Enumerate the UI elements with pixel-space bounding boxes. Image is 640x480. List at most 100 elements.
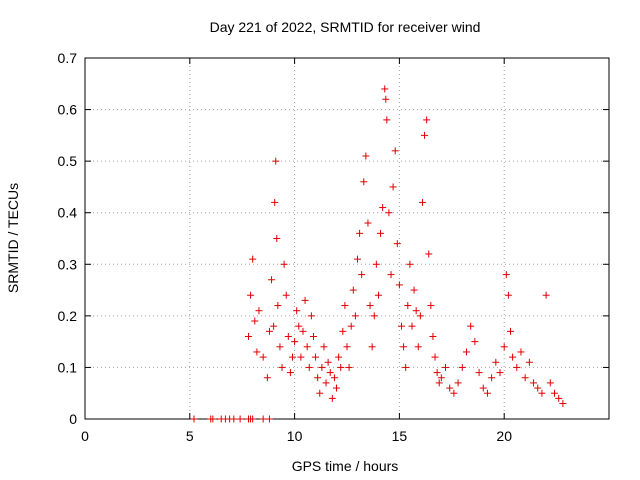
data-point (446, 384, 454, 392)
data-point (259, 353, 267, 361)
data-point (318, 363, 326, 371)
data-point (555, 394, 563, 402)
y-tick-label: 0.5 (58, 153, 78, 169)
data-point (268, 276, 276, 284)
data-point (406, 260, 414, 268)
x-tick-label: 0 (81, 428, 89, 444)
data-point (368, 343, 376, 351)
data-point (247, 291, 255, 299)
data-point (282, 291, 290, 299)
data-point (534, 384, 542, 392)
data-point (255, 307, 263, 315)
data-point (410, 286, 418, 294)
data-point (372, 260, 380, 268)
data-point (389, 183, 397, 191)
data-point (408, 322, 416, 330)
data-point (270, 322, 278, 330)
data-point (525, 358, 533, 366)
data-point (322, 379, 330, 387)
data-point (500, 343, 508, 351)
data-point (530, 379, 538, 387)
y-tick-label: 0.4 (58, 205, 78, 221)
data-point (353, 255, 361, 263)
data-point (551, 389, 559, 397)
data-point (364, 219, 372, 227)
data-point (337, 363, 345, 371)
data-point (301, 296, 309, 304)
data-point (513, 363, 521, 371)
data-point (339, 327, 347, 335)
y-tick-label: 0.3 (58, 256, 78, 272)
data-point (276, 343, 284, 351)
data-point (305, 363, 313, 371)
data-point (265, 327, 273, 335)
data-point (418, 198, 426, 206)
data-point (483, 389, 491, 397)
data-point (442, 363, 450, 371)
data-point (249, 255, 257, 263)
data-point (349, 286, 357, 294)
data-point (341, 302, 349, 310)
data-point (431, 353, 439, 361)
plot-frame (84, 57, 610, 420)
data-point (366, 302, 374, 310)
data-point (404, 302, 412, 310)
data-point (253, 348, 261, 356)
data-point (297, 353, 305, 361)
data-point (538, 389, 546, 397)
data-point (458, 363, 466, 371)
data-point (309, 332, 317, 340)
data-point (230, 415, 238, 423)
data-point (395, 281, 403, 289)
data-point (328, 394, 336, 402)
data-point (496, 369, 504, 377)
data-point (412, 307, 420, 315)
data-point (421, 131, 429, 139)
data-point (391, 147, 399, 155)
grid (85, 58, 609, 419)
data-point (402, 363, 410, 371)
data-point (506, 327, 514, 335)
data-point (429, 332, 437, 340)
data-point (521, 374, 529, 382)
data-point (509, 353, 517, 361)
data-point (284, 332, 292, 340)
data-point (546, 379, 554, 387)
data-point (286, 369, 294, 377)
x-tick-label: 15 (392, 428, 408, 444)
data-point (504, 291, 512, 299)
data-point (249, 415, 257, 423)
data-point (236, 415, 244, 423)
data-point (314, 374, 322, 382)
data-point (299, 327, 307, 335)
data-point (190, 415, 198, 423)
data-point (379, 204, 387, 212)
data-point (517, 348, 525, 356)
x-tick-label: 20 (496, 428, 512, 444)
data-point (343, 343, 351, 351)
data-point (324, 358, 332, 366)
data-point (307, 312, 315, 320)
data-point (475, 369, 483, 377)
data-point (423, 116, 431, 124)
data-point (559, 400, 567, 408)
data-point (435, 379, 443, 387)
data-point (335, 353, 343, 361)
data-point (303, 343, 311, 351)
data-point (377, 229, 385, 237)
data-point (360, 178, 368, 186)
ticks: 0 0.1 0.2 0.3 0.4 0.5 0.6 0.7 0 5 10 15 20 (58, 50, 609, 444)
data-point (542, 291, 550, 299)
data-point (387, 271, 395, 279)
data-point (416, 312, 424, 320)
x-axis-label: GPS time / hours (292, 458, 399, 474)
data-point (295, 322, 303, 330)
data-point (400, 343, 408, 351)
y-tick-label: 0.6 (58, 102, 78, 118)
data-point (274, 302, 282, 310)
y-tick-label: 0 (69, 411, 77, 427)
data-point (374, 291, 382, 299)
data-point (320, 343, 328, 351)
